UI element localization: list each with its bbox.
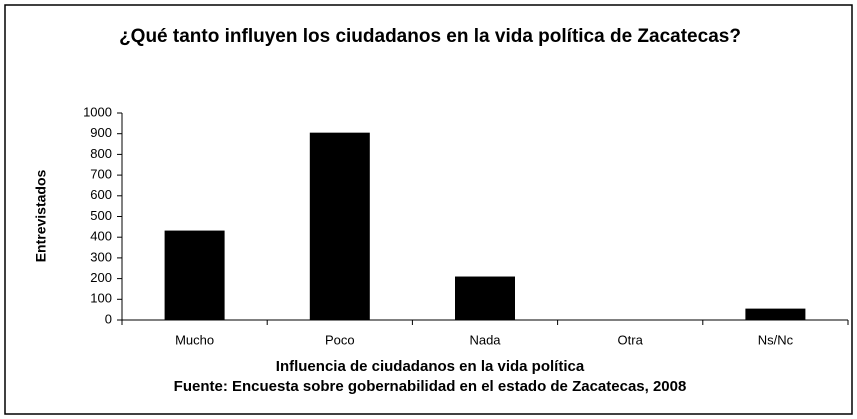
y-tick-label: 600 — [90, 187, 112, 202]
y-tick-label: 900 — [90, 125, 112, 140]
bar — [164, 230, 225, 320]
chart-frame — [4, 4, 853, 415]
source-note: Fuente: Encuesta sobre gobernabilidad en… — [173, 378, 687, 395]
y-tick-label: 300 — [90, 249, 112, 264]
x-tick-label: Mucho — [175, 332, 214, 347]
y-tick-label: 0 — [105, 311, 112, 326]
bar — [745, 308, 806, 320]
chart-title: ¿Qué tanto influyen los ciudadanos en la… — [119, 26, 741, 47]
x-tick-label: Nada — [469, 332, 501, 347]
y-axis-label: Entrevistados — [33, 169, 49, 262]
y-tick-label: 800 — [90, 146, 112, 161]
x-tick-label: Poco — [325, 332, 355, 347]
y-tick-label: 100 — [90, 291, 112, 306]
x-tick-label: Otra — [618, 332, 644, 347]
y-tick-label: 1000 — [83, 104, 112, 119]
x-axis-label: Influencia de ciudadanos en la vida polí… — [275, 358, 585, 375]
y-tick-label: 400 — [90, 229, 112, 244]
bar — [455, 276, 515, 320]
x-tick-label: Ns/Nc — [758, 332, 794, 347]
y-tick-label: 200 — [90, 270, 112, 285]
bar — [309, 132, 370, 320]
y-tick-label: 700 — [90, 167, 112, 182]
y-tick-label: 500 — [90, 208, 112, 223]
